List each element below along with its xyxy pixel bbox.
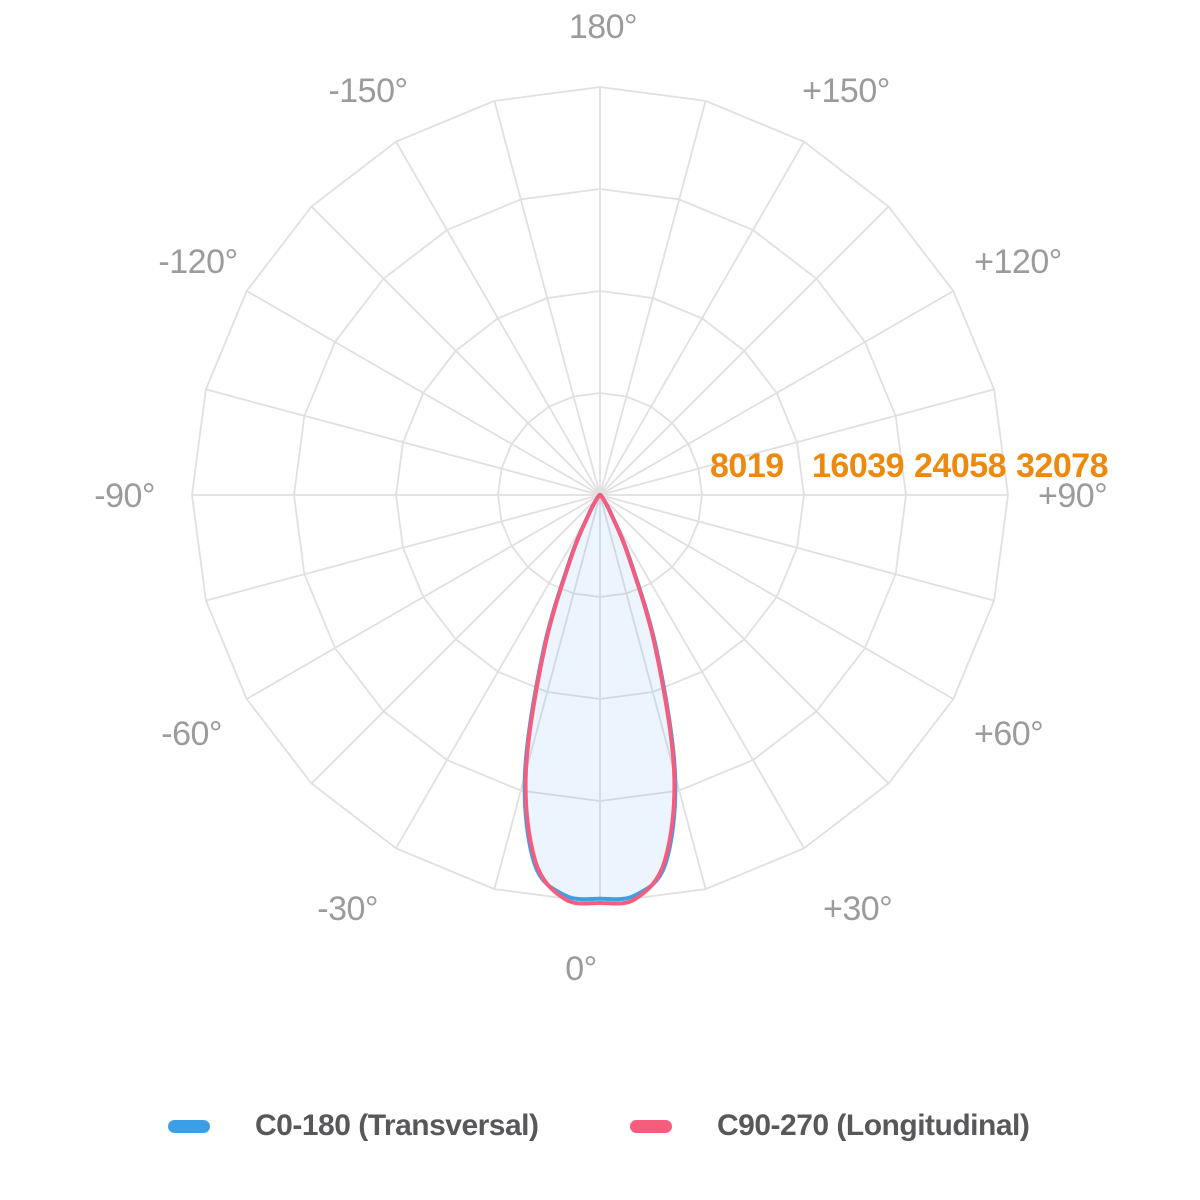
radial-axis-label: 24058: [914, 447, 1006, 485]
legend-item-c0-180[interactable]: C0-180 (Transversal): [168, 1106, 539, 1146]
legend-item-c90-270[interactable]: C90-270 (Longitudinal): [630, 1106, 1030, 1146]
angle-axis-label: 0°: [565, 950, 597, 988]
polar-plot-canvas: 180° -150° +150° -120° +120° -90° +90° -60° +60°…: [94, 8, 1109, 988]
radial-axis-label: 16039: [812, 447, 904, 485]
angle-axis-label: -150°: [328, 72, 407, 110]
legend-swatch-c90-270: [630, 1119, 672, 1133]
chart-legend: C0-180 (Transversal) C90-270 (Longitudin…: [0, 1106, 1200, 1150]
angle-axis-label: +60°: [974, 715, 1043, 753]
series-curves: [522, 493, 678, 906]
angle-axis-label: +90°: [1038, 477, 1107, 515]
angle-axis-label: -60°: [161, 715, 222, 753]
angle-axis-label: +150°: [802, 72, 890, 110]
angle-axis-label: -120°: [158, 243, 237, 281]
angle-axis-label: +30°: [823, 890, 892, 928]
angle-axis-label: -30°: [317, 890, 378, 928]
series-c0-180-curve: [522, 493, 678, 902]
radial-axis-label: 8019: [710, 447, 784, 485]
radial-axis-labels: 8019 16039 24058 32078: [710, 447, 1109, 485]
series-c90-270-curve: [523, 493, 677, 906]
angle-axis-label: -90°: [94, 477, 155, 515]
angle-axis-labels: 180° -150° +150° -120° +120° -90° +90° -60° +60°…: [94, 8, 1108, 988]
angle-axis-label: +120°: [974, 243, 1062, 281]
legend-label-c90-270: C90-270 (Longitudinal): [717, 1109, 1030, 1142]
legend-swatch-c0-180: [168, 1119, 210, 1133]
legend-label-c0-180: C0-180 (Transversal): [255, 1109, 539, 1142]
radial-axis-label: 32078: [1016, 447, 1108, 485]
angle-axis-label: 180°: [569, 8, 637, 46]
